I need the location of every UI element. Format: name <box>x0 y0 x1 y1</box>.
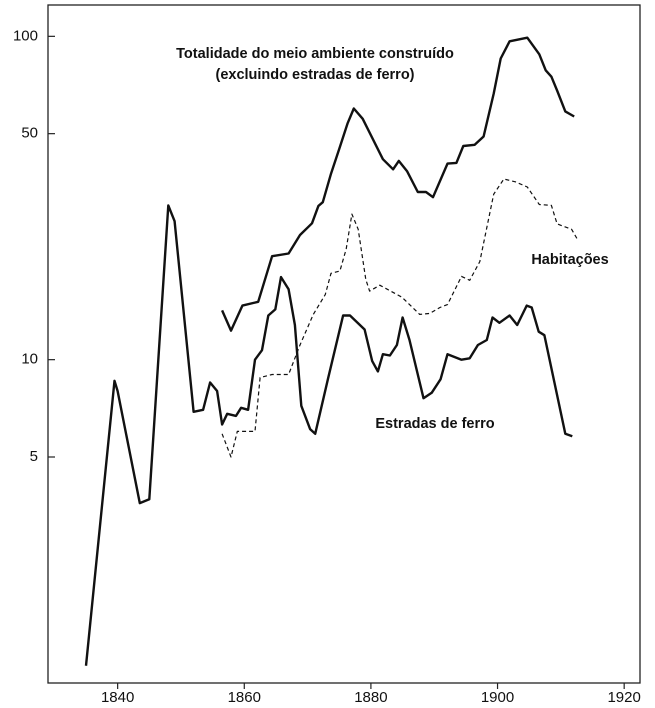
series-label: Estradas de ferro <box>375 416 494 432</box>
y-tick-label: 100 <box>13 27 38 44</box>
x-tick-label: 1860 <box>228 689 261 706</box>
x-tick-label: 1880 <box>354 689 387 706</box>
y-tick-label: 50 <box>21 125 38 142</box>
series-line <box>84 204 573 666</box>
series-label: Totalidade do meio ambiente construído <box>176 46 454 62</box>
x-tick-label: 1900 <box>481 689 514 706</box>
plot-frame <box>47 4 641 684</box>
series-label: Habitações <box>531 252 608 268</box>
series-line <box>221 178 578 458</box>
x-tick-label: 1920 <box>607 689 640 706</box>
y-tick-label: 10 <box>21 351 38 368</box>
annotation: (excluindo estradas de ferro) <box>215 67 414 83</box>
x-tick-label: 1840 <box>101 689 134 706</box>
series-line <box>221 36 575 332</box>
y-tick-label: 5 <box>30 448 38 465</box>
